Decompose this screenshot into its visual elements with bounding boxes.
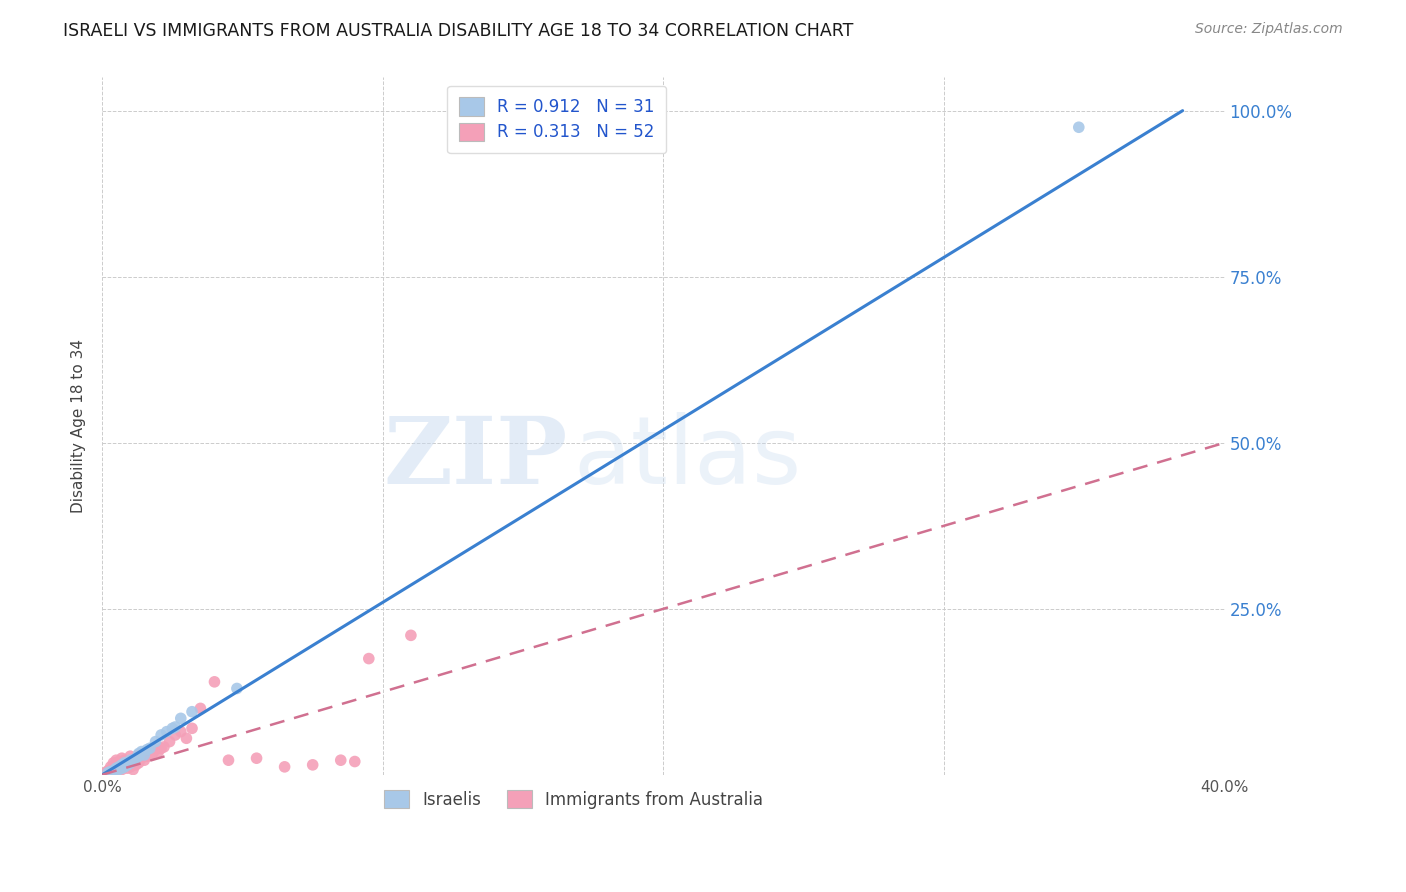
Point (134, 747, 156, 762)
Point (105, 763, 128, 777)
Point (94, 765, 117, 780)
Point (108, 760, 131, 774)
Point (165, 720, 187, 734)
Point (176, 731, 198, 746)
Point (128, 749, 150, 764)
Point (105, 763, 128, 777)
Point (103, 764, 125, 778)
Point (114, 760, 136, 774)
Point (329, 753, 352, 767)
Point (136, 745, 159, 759)
Point (122, 753, 145, 767)
Point (1067, 120, 1090, 135)
Point (105, 757, 128, 772)
Point (148, 745, 170, 759)
Point (170, 724, 193, 739)
Point (100, 763, 122, 777)
Y-axis label: Disability Age 18 to 34: Disability Age 18 to 34 (72, 339, 86, 513)
Point (156, 724, 179, 739)
Point (125, 751, 148, 765)
Point (165, 728, 187, 742)
Legend: Israelis, Immigrants from Australia: Israelis, Immigrants from Australia (378, 783, 769, 815)
Point (245, 751, 267, 765)
Point (103, 761, 125, 775)
Point (120, 756, 142, 770)
Point (134, 753, 156, 767)
Point (273, 760, 295, 774)
Point (145, 742, 167, 756)
Point (97, 764, 120, 778)
Point (150, 728, 173, 742)
Point (153, 739, 176, 754)
Point (128, 756, 150, 770)
Point (111, 757, 134, 772)
Point (111, 761, 134, 775)
Point (100, 760, 122, 774)
Point (114, 760, 136, 774)
Point (120, 756, 142, 770)
Point (301, 757, 323, 772)
Point (108, 755, 131, 769)
Point (218, 753, 240, 767)
Point (226, 681, 249, 696)
Point (117, 757, 139, 772)
Point (117, 761, 139, 775)
Point (170, 711, 193, 725)
Point (120, 760, 142, 774)
Point (122, 753, 145, 767)
Point (131, 745, 153, 759)
Point (162, 722, 184, 736)
Point (159, 734, 181, 748)
Point (120, 753, 142, 767)
Text: Source: ZipAtlas.com: Source: ZipAtlas.com (1195, 22, 1343, 37)
Text: atlas: atlas (574, 411, 801, 503)
Text: ISRAELI VS IMMIGRANTS FROM AUSTRALIA DISABILITY AGE 18 TO 34 CORRELATION CHART: ISRAELI VS IMMIGRANTS FROM AUSTRALIA DIS… (63, 22, 853, 40)
Point (145, 734, 167, 748)
Point (108, 761, 131, 775)
Point (139, 741, 162, 756)
Point (399, 628, 422, 642)
Point (122, 763, 145, 777)
Point (142, 747, 165, 761)
Point (105, 753, 128, 767)
Point (128, 747, 150, 762)
Point (128, 747, 150, 761)
Point (120, 749, 142, 764)
Point (125, 757, 148, 772)
Point (103, 756, 125, 770)
Point (105, 761, 128, 775)
Point (97, 765, 120, 780)
Point (343, 755, 366, 769)
Point (357, 651, 380, 665)
Point (204, 674, 226, 689)
Text: ZIP: ZIP (384, 412, 568, 502)
Point (190, 701, 212, 715)
Point (108, 763, 131, 777)
Point (111, 751, 134, 765)
Point (150, 741, 173, 756)
Point (131, 751, 153, 765)
Point (125, 751, 148, 765)
Point (111, 763, 134, 777)
Point (114, 753, 136, 767)
Point (111, 757, 134, 772)
Point (114, 756, 136, 770)
Point (181, 722, 204, 736)
Point (100, 764, 122, 779)
Point (181, 705, 204, 719)
Point (117, 755, 139, 769)
Point (136, 742, 159, 756)
Point (136, 749, 159, 764)
Point (139, 747, 162, 762)
